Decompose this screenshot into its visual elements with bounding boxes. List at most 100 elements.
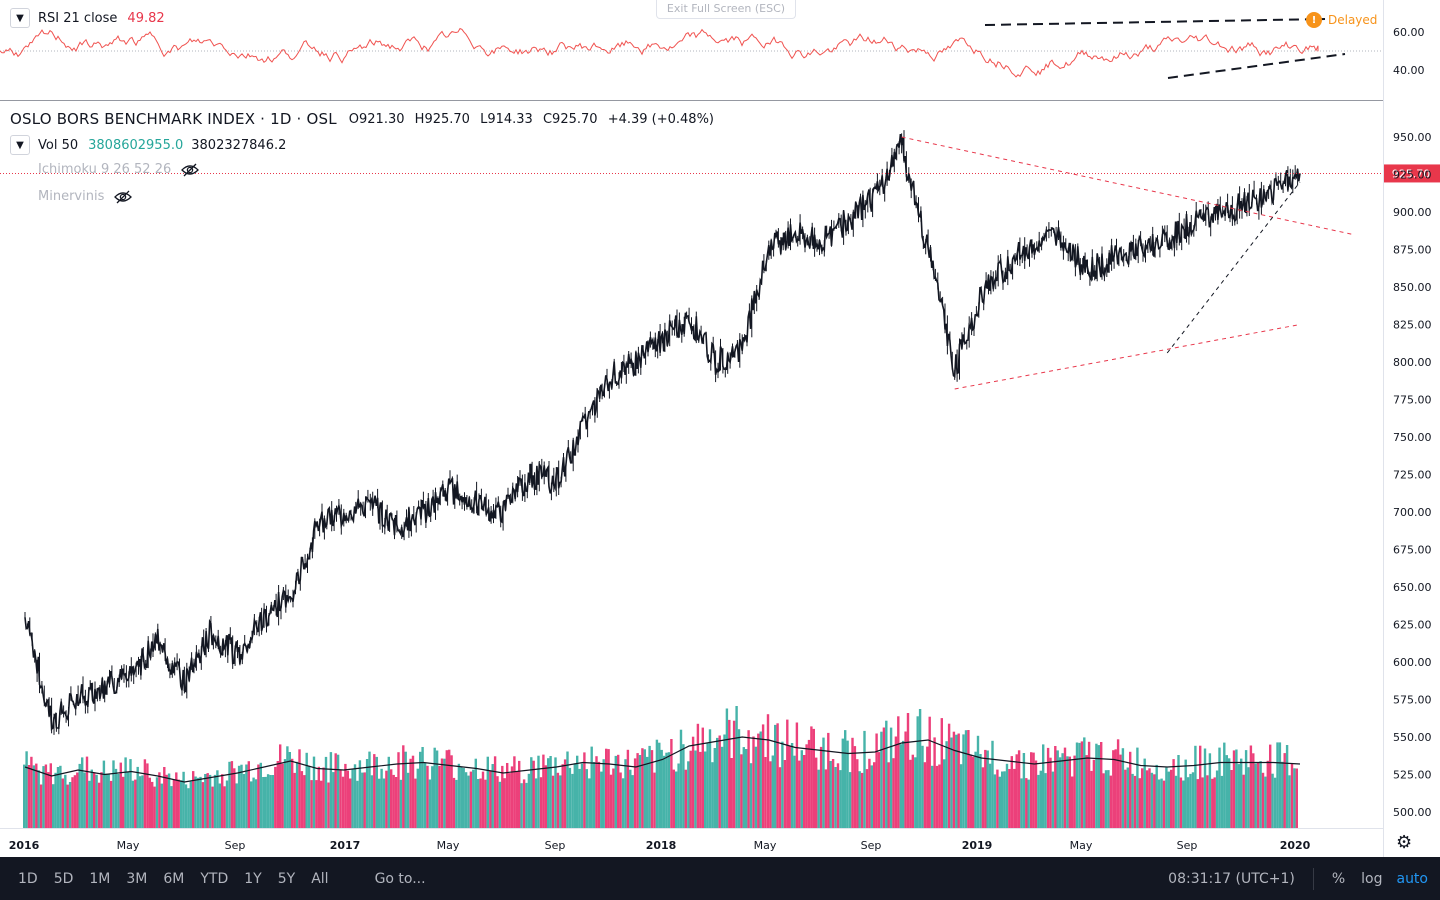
volume-bar	[687, 761, 690, 828]
gear-icon[interactable]: ⚙	[1396, 832, 1413, 853]
volume-bar	[1116, 739, 1120, 828]
volume-bar	[576, 755, 579, 828]
volume-bar	[704, 751, 707, 828]
volume-bar	[119, 762, 122, 828]
chevron-down-icon[interactable]: ▼	[10, 135, 30, 155]
range-5d[interactable]: 5D	[53, 870, 74, 887]
volume-bar	[665, 752, 668, 828]
auto-toggle[interactable]: auto	[1396, 870, 1428, 887]
volume-bar	[1155, 764, 1158, 828]
volume-bar	[696, 723, 700, 828]
delayed-badge[interactable]: ! Delayed	[1306, 12, 1377, 28]
volume-bar	[44, 764, 48, 828]
volume-bar	[1129, 751, 1132, 828]
volume-bar	[831, 759, 835, 828]
price-pane	[0, 130, 1383, 735]
volume-bar	[551, 775, 555, 828]
volume-bar	[464, 772, 468, 828]
range-1m[interactable]: 1M	[89, 870, 111, 887]
volume-bar	[602, 759, 605, 828]
volume-bar	[208, 774, 212, 828]
volume-bar	[824, 769, 828, 828]
range-3m[interactable]: 3M	[126, 870, 148, 887]
volume-bar	[1005, 763, 1009, 828]
volume-bar	[496, 776, 499, 828]
volume-bar	[170, 786, 173, 828]
price-tick-label: 525.00	[1393, 769, 1432, 782]
hidden-indicator-ichimoku[interactable]: Ichimoku 9 26 52 26	[38, 162, 200, 177]
hidden-indicator-minervinis[interactable]: Minervinis	[38, 189, 133, 204]
volume-bar	[230, 761, 234, 828]
volume-bar	[1022, 753, 1026, 828]
rsi-trendline-upper	[984, 18, 1326, 26]
volume-bar	[544, 765, 547, 828]
volume-bar	[851, 737, 854, 828]
symbol-title[interactable]: OSLO BORS BENCHMARK INDEX · 1D · OSL	[10, 110, 337, 128]
goto-button[interactable]: Go to...	[374, 870, 426, 887]
volume-bar	[976, 735, 980, 828]
eye-off-icon[interactable]	[114, 190, 133, 204]
volume-bar	[1269, 744, 1272, 828]
volume-bar	[549, 756, 552, 828]
price-tick-label: 675.00	[1393, 544, 1432, 557]
volume-bar	[682, 744, 685, 828]
volume-bar	[1295, 768, 1298, 828]
range-1y[interactable]: 1Y	[244, 870, 262, 887]
volume-bar	[402, 745, 405, 828]
volume-bar	[979, 754, 982, 828]
eye-off-icon[interactable]	[181, 163, 200, 177]
volume-bar	[189, 781, 192, 828]
volume-bar	[1157, 779, 1161, 828]
volume-bar	[1232, 750, 1236, 828]
volume-bar	[129, 759, 132, 828]
volume-bar	[853, 746, 857, 828]
volume-bar	[114, 768, 118, 828]
volume-bar	[926, 746, 929, 828]
volume-bar	[1182, 780, 1185, 828]
range-all[interactable]: All	[311, 870, 329, 887]
volume-bar	[134, 779, 137, 828]
chevron-down-icon[interactable]: ▼	[10, 8, 30, 28]
volume-bar	[655, 739, 659, 828]
volume-bar	[1220, 775, 1224, 828]
volume-bar	[83, 772, 86, 828]
volume-bar	[160, 783, 163, 828]
log-toggle[interactable]: log	[1361, 870, 1383, 887]
volume-bar	[911, 754, 914, 828]
volume-bar	[443, 758, 446, 828]
volume-bar	[1071, 776, 1074, 828]
rsi-trendline-lower	[1167, 53, 1346, 79]
volume-bar	[889, 727, 893, 828]
volume-bar	[1278, 742, 1282, 828]
volume-bar	[295, 761, 299, 828]
axes: 925.70 60.00 40.00 950.00 925.00 900.00 875.00…	[9, 26, 1440, 852]
volume-bar	[672, 769, 675, 828]
volume-bar	[184, 784, 188, 828]
volume-bar	[769, 761, 772, 828]
range-5y[interactable]: 5Y	[277, 870, 296, 887]
volume-bar	[339, 769, 342, 828]
price-tick-label: 625.00	[1393, 619, 1432, 632]
chart-canvas[interactable]: 925.70 60.00 40.00 950.00 925.00 900.00 875.00…	[0, 0, 1440, 857]
volume-bar	[1172, 759, 1175, 828]
percent-toggle[interactable]: %	[1331, 870, 1346, 887]
volume-bar	[481, 771, 485, 828]
range-ytd[interactable]: YTD	[200, 870, 229, 887]
volume-bar	[1133, 775, 1137, 828]
volume-bar	[1104, 770, 1108, 828]
range-1d[interactable]: 1D	[18, 870, 38, 887]
volume-bar	[675, 771, 678, 828]
exit-fullscreen-button[interactable]: Exit Full Screen (ESC)	[656, 0, 796, 19]
volume-bar	[363, 772, 366, 828]
volume-bar	[225, 780, 229, 828]
volume-bar	[921, 745, 924, 828]
volume-bar	[996, 769, 999, 828]
volume-bar	[841, 738, 844, 828]
volume-bar	[378, 778, 381, 828]
range-6m[interactable]: 6M	[163, 870, 185, 887]
time-tick-label: 2017	[330, 839, 361, 852]
volume-bar	[194, 776, 197, 828]
clock[interactable]: 08:31:17 (UTC+1)	[1168, 870, 1295, 887]
volume-bar	[836, 763, 840, 828]
volume-bar	[1092, 759, 1096, 828]
